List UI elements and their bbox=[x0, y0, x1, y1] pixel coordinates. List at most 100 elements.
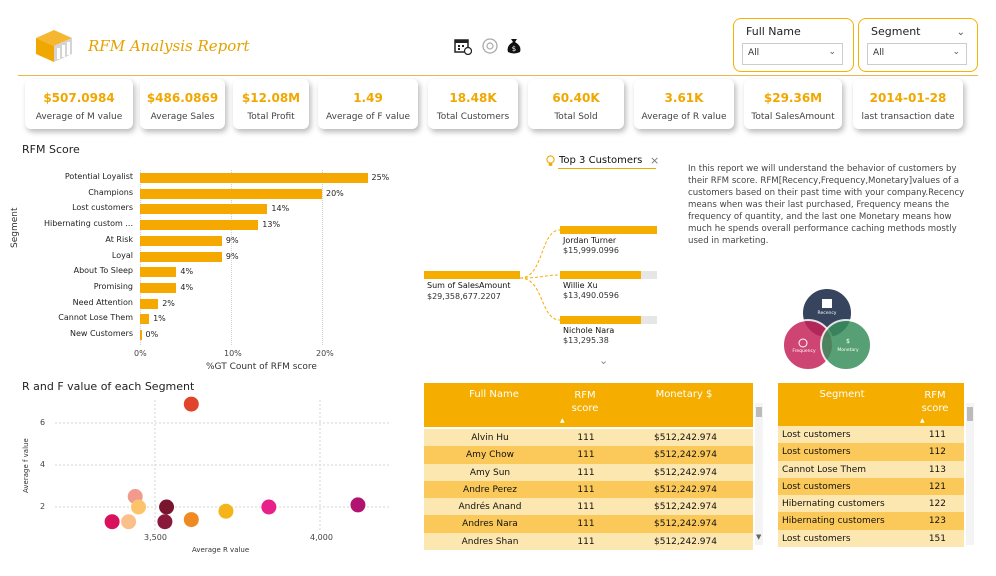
close-icon[interactable]: × bbox=[650, 154, 660, 167]
rfm-venn-diagram: Recency Frequency $ Monetary bbox=[782, 287, 872, 371]
top3-bar-track bbox=[560, 316, 657, 324]
scatter-point[interactable] bbox=[159, 499, 175, 515]
table-row[interactable]: Lost customers 121 bbox=[778, 477, 964, 496]
rfm-segment-label: Need Attention bbox=[72, 297, 133, 307]
rfm-bar[interactable] bbox=[140, 314, 150, 325]
rfm-segment-label: Loyal bbox=[111, 250, 133, 260]
segment-slicer[interactable]: Segment ⌄ All ⌄ bbox=[858, 18, 978, 72]
cell-monetary: $512,242.974 bbox=[654, 467, 717, 478]
kpi-label: Total Customers bbox=[436, 112, 510, 122]
rfm-bar[interactable] bbox=[140, 235, 222, 246]
cell-monetary: $512,242.974 bbox=[654, 484, 717, 495]
rfm-bar[interactable] bbox=[140, 188, 322, 199]
calendar-icon[interactable] bbox=[454, 37, 472, 55]
rfm-bar-value-label: 13% bbox=[262, 220, 281, 230]
table-row[interactable]: Andrés Anand 111 $512,242.974 bbox=[424, 498, 753, 516]
full-name-dropdown[interactable]: All ⌄ bbox=[742, 43, 843, 65]
scrollbar-thumb[interactable] bbox=[967, 407, 973, 421]
report-title: RFM Analysis Report bbox=[88, 37, 250, 55]
customers-table-scrollbar[interactable] bbox=[755, 403, 763, 545]
rfm-bar[interactable] bbox=[140, 173, 368, 183]
scrollbar-thumb[interactable] bbox=[756, 407, 762, 417]
kpi-total-sales-amount: $29.36M Total SalesAmount bbox=[744, 79, 842, 129]
scatter-y-axis-label: Average f value bbox=[22, 438, 30, 493]
scatter-y-tick: 4 bbox=[40, 460, 46, 469]
rfm-bar[interactable] bbox=[140, 298, 159, 309]
scatter-point[interactable] bbox=[218, 503, 234, 519]
kpi-label: Average Sales bbox=[150, 112, 215, 122]
scatter-point[interactable] bbox=[183, 512, 199, 528]
scatter-point[interactable] bbox=[261, 499, 277, 515]
sort-ascending-icon: ▲ bbox=[920, 417, 925, 424]
full-name-slicer[interactable]: Full Name All ⌄ bbox=[733, 18, 854, 72]
kpi-avg-r-value: 3.61K Average of R value bbox=[634, 79, 734, 129]
segment-selected-value: All bbox=[873, 48, 885, 58]
kpi-label: last transaction date bbox=[861, 112, 955, 122]
header-monetary[interactable]: Monetary $ bbox=[655, 389, 713, 400]
top3-customer-name[interactable]: Nichole Nara bbox=[563, 326, 615, 335]
table-row[interactable]: Hibernating customers 122 bbox=[778, 495, 964, 513]
full-name-slicer-label: Full Name bbox=[746, 25, 801, 38]
header-rfm-score[interactable]: RFM score bbox=[921, 390, 949, 414]
table-row[interactable]: Andres Shan 111 $512,242.974 bbox=[424, 532, 753, 551]
scatter-x-tick: 4,000 bbox=[310, 533, 333, 542]
rfm-bar[interactable] bbox=[140, 330, 142, 340]
rfm-x-axis-label: %GT Count of RFM score bbox=[206, 362, 317, 372]
header-segment[interactable]: Segment bbox=[819, 389, 865, 400]
rfm-bar-value-label: 20% bbox=[326, 188, 344, 198]
kpi-last-transaction-date: 2014-01-28 last transaction date bbox=[853, 79, 963, 129]
venn-frequency-label: Frequency bbox=[792, 348, 816, 354]
segment-dropdown[interactable]: All ⌄ bbox=[867, 43, 967, 65]
table-row[interactable]: Amy Sun 111 $512,242.974 bbox=[424, 463, 753, 481]
cell-full-name: Andres Shan bbox=[461, 536, 519, 547]
lightbulb-icon bbox=[546, 155, 555, 166]
customers-table: Full Name RFM score ▲ Monetary $ Alvin H… bbox=[424, 383, 765, 553]
scatter-point[interactable] bbox=[131, 499, 146, 515]
top3-bar-fill bbox=[560, 226, 657, 234]
rfm-score-title: RFM Score bbox=[22, 143, 80, 156]
header-rfm-score[interactable]: RFM score bbox=[571, 390, 599, 414]
scatter-point[interactable] bbox=[104, 514, 120, 530]
segments-table-scrollbar[interactable] bbox=[966, 403, 974, 545]
cell-segment: Hibernating customers bbox=[782, 516, 885, 527]
table-row[interactable]: Alvin Hu 111 $512,242.974 bbox=[424, 429, 753, 447]
table-row[interactable]: Hibernating customers 123 bbox=[778, 512, 964, 530]
table-row[interactable]: Lost customers 112 bbox=[778, 443, 964, 461]
scatter-point[interactable] bbox=[183, 396, 199, 412]
scatter-point[interactable] bbox=[350, 497, 366, 513]
money-bag-icon[interactable]: $ bbox=[505, 37, 523, 55]
table-row[interactable]: Lost customers 151 bbox=[778, 529, 964, 548]
rfm-bar[interactable] bbox=[140, 251, 222, 262]
cell-rfm-score: 121 bbox=[928, 481, 946, 492]
top3-root-bar bbox=[424, 271, 520, 279]
header-full-name[interactable]: Full Name bbox=[469, 389, 519, 400]
top3-title: Top 3 Customers bbox=[559, 155, 643, 166]
top3-title-underline bbox=[558, 168, 656, 169]
kpi-value: 1.49 bbox=[353, 91, 383, 105]
expand-chevron-down-icon[interactable]: ⌄ bbox=[599, 354, 609, 367]
kpi-label: Average of M value bbox=[35, 112, 123, 122]
rfm-bar[interactable] bbox=[140, 282, 177, 293]
cell-rfm-score: 111 bbox=[577, 484, 595, 495]
rfm-bar[interactable] bbox=[140, 267, 177, 278]
rfm-bar[interactable] bbox=[140, 220, 259, 231]
table-row[interactable]: Andre Perez 111 $512,242.974 bbox=[424, 480, 753, 499]
table-row[interactable]: Amy Chow 111 $512,242.974 bbox=[424, 446, 753, 464]
table-row[interactable]: Andres Nara 111 $512,242.974 bbox=[424, 515, 753, 533]
scatter-point[interactable] bbox=[121, 514, 137, 530]
scroll-down-icon[interactable]: ▼ bbox=[756, 533, 762, 541]
scatter-point[interactable] bbox=[157, 514, 173, 530]
table-row[interactable]: Lost customers 111 bbox=[778, 426, 964, 444]
top3-bar-fill bbox=[560, 271, 642, 279]
top3-customer-name[interactable]: Willie Xu bbox=[563, 281, 598, 290]
top3-customer-value: $15,999.0996 bbox=[563, 246, 619, 255]
top3-customer-name[interactable]: Jordan Turner bbox=[563, 236, 617, 245]
frequency-refresh-icon[interactable] bbox=[481, 37, 499, 55]
kpi-label: Total Profit bbox=[247, 112, 295, 122]
rfm-bar[interactable] bbox=[140, 204, 268, 215]
table-row[interactable]: Cannot Lose Them 113 bbox=[778, 460, 964, 478]
top3-bar-fill bbox=[560, 316, 641, 324]
rfm-grid-line bbox=[322, 170, 323, 345]
top3-customer-value: $13,490.0596 bbox=[563, 291, 619, 300]
kpi-total-sold: 60.40K Total Sold bbox=[528, 79, 624, 129]
